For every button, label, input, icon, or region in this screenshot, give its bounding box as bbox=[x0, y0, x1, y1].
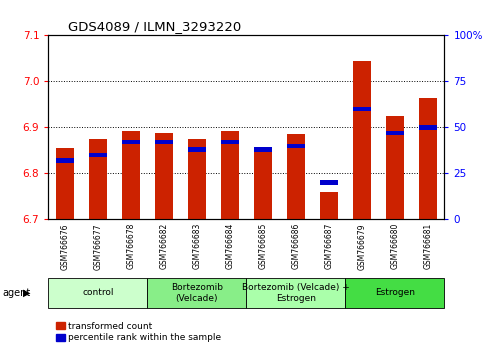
FancyBboxPatch shape bbox=[246, 278, 345, 308]
Bar bbox=[254, 147, 272, 152]
Bar bbox=[353, 61, 371, 219]
Text: Bortezomib
(Velcade): Bortezomib (Velcade) bbox=[171, 283, 223, 303]
Bar bbox=[287, 135, 305, 219]
Bar bbox=[419, 97, 437, 219]
Text: GSM766676: GSM766676 bbox=[60, 223, 69, 269]
Bar bbox=[419, 125, 437, 130]
Text: GSM766679: GSM766679 bbox=[357, 223, 366, 269]
Bar bbox=[353, 107, 371, 112]
Text: GSM766686: GSM766686 bbox=[291, 223, 300, 269]
Bar bbox=[56, 148, 74, 219]
Text: GSM766682: GSM766682 bbox=[159, 223, 168, 269]
Text: GSM766681: GSM766681 bbox=[424, 223, 432, 269]
Text: GSM766677: GSM766677 bbox=[93, 223, 102, 269]
Text: Estrogen: Estrogen bbox=[375, 289, 415, 297]
Bar bbox=[89, 153, 107, 158]
Bar bbox=[320, 181, 338, 185]
FancyBboxPatch shape bbox=[345, 278, 444, 308]
Bar bbox=[287, 143, 305, 148]
FancyBboxPatch shape bbox=[147, 278, 246, 308]
Bar bbox=[221, 140, 239, 144]
Bar bbox=[122, 131, 140, 219]
Text: GSM766685: GSM766685 bbox=[258, 223, 267, 269]
Bar bbox=[386, 131, 404, 135]
Bar bbox=[188, 147, 206, 152]
Bar bbox=[254, 147, 272, 219]
Text: control: control bbox=[82, 289, 114, 297]
Text: ▶: ▶ bbox=[23, 288, 31, 298]
Text: GSM766683: GSM766683 bbox=[192, 223, 201, 269]
Bar bbox=[320, 192, 338, 219]
Text: GSM766684: GSM766684 bbox=[226, 223, 234, 269]
Text: GDS4089 / ILMN_3293220: GDS4089 / ILMN_3293220 bbox=[68, 20, 242, 33]
Text: GSM766687: GSM766687 bbox=[325, 223, 333, 269]
Text: Bortezomib (Velcade) +
Estrogen: Bortezomib (Velcade) + Estrogen bbox=[242, 283, 350, 303]
FancyBboxPatch shape bbox=[48, 278, 147, 308]
Legend: transformed count, percentile rank within the sample: transformed count, percentile rank withi… bbox=[53, 318, 225, 346]
Bar bbox=[122, 140, 140, 144]
Text: agent: agent bbox=[2, 288, 30, 298]
Bar bbox=[155, 133, 173, 219]
Bar bbox=[221, 131, 239, 219]
Bar bbox=[89, 139, 107, 219]
Bar bbox=[56, 158, 74, 163]
Bar bbox=[155, 140, 173, 144]
Text: GSM766678: GSM766678 bbox=[127, 223, 135, 269]
Text: GSM766680: GSM766680 bbox=[390, 223, 399, 269]
Bar bbox=[188, 139, 206, 219]
Bar bbox=[386, 116, 404, 219]
